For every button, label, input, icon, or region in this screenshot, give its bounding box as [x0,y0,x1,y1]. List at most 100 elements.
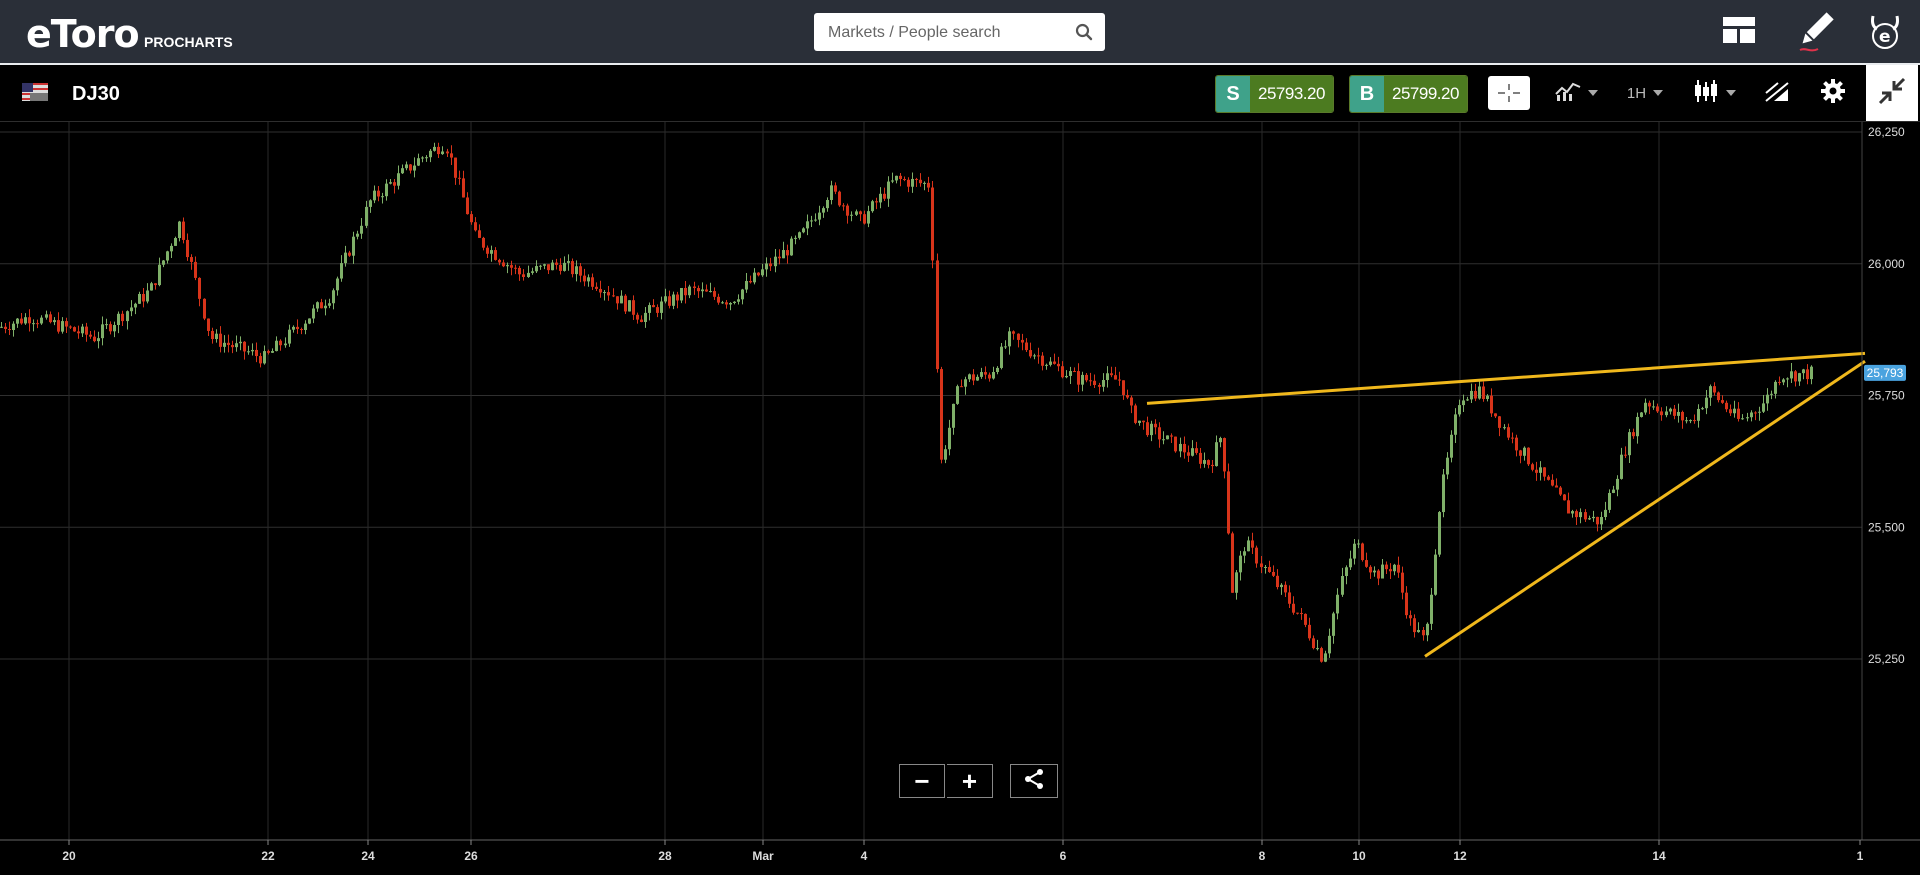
candle-body [1527,447,1530,465]
candle-body [640,319,643,322]
share-button[interactable] [1010,764,1058,798]
candle-body [1057,363,1060,367]
candle-body [1417,629,1420,633]
candle-body [1324,653,1327,662]
candle-body [656,307,659,313]
zoom-out-button[interactable]: − [899,764,945,798]
sell-tag: S [1216,76,1250,112]
candle-body [1531,464,1534,470]
candle-body [952,403,955,428]
candle-body [867,211,870,224]
candle-body [603,292,606,294]
search-icon[interactable] [1075,23,1093,46]
trendline[interactable] [1424,359,1866,658]
settings-button[interactable] [1816,65,1850,121]
candle-body [344,252,347,264]
candle-body [1114,375,1117,380]
candle-body [980,372,983,377]
zoom-in-button[interactable]: + [947,764,993,798]
candle-body [1336,594,1339,614]
candle-body [992,372,995,379]
candle-body [369,200,372,207]
pencil-icon[interactable] [1796,12,1836,59]
candle-body [717,296,720,303]
candle-body [1462,400,1465,406]
candle-body [235,343,238,348]
candle-body [1677,411,1680,416]
candle-body [1296,612,1299,614]
buy-button[interactable]: B 25799.20 [1349,75,1468,113]
candle-body [616,296,619,304]
candle-body [1766,394,1769,404]
buy-tag: B [1350,76,1384,112]
search-input[interactable] [814,13,1080,53]
candle-body [336,278,339,291]
candle-body [211,330,214,340]
candle-body [1146,422,1149,436]
candle-body [701,289,704,292]
candle-body [875,201,878,203]
candle-body [1547,476,1550,480]
candle-body [1215,442,1218,467]
candle-body [1061,366,1064,378]
price-tick-label: 26,000 [1868,257,1905,271]
trendlines[interactable] [1146,351,1866,658]
chart-toolbar: DJ30 S 25793.20 B 25799.20 1H [0,65,1920,122]
candle-body [676,294,679,301]
layout-icon[interactable] [1722,16,1756,49]
drawing-tools-button[interactable] [1760,65,1794,121]
candle-body [972,374,975,381]
candle-body [628,300,631,312]
candle-body [308,318,311,324]
candle-body [1260,563,1263,568]
candle-body [279,340,282,346]
candle-body [547,264,550,271]
candle-body [1685,420,1688,422]
candle-body [1563,494,1566,501]
candle-body [81,326,84,334]
etoro-bull-icon[interactable]: e [1868,12,1902,55]
minus-icon: − [914,765,930,796]
candle-body [1341,576,1344,595]
candle-body [1733,408,1736,414]
timeframe-selector[interactable]: 1H [1620,65,1670,121]
candle-body [624,295,627,312]
candle-body [109,324,112,332]
candle-body [1138,420,1141,423]
candle-body [883,193,886,199]
indicators-button[interactable] [1550,65,1602,121]
candle-body [1187,452,1190,456]
candle-body [1098,385,1101,387]
candle-body [1717,392,1720,401]
candle-body [826,200,829,209]
candle-body [1426,623,1429,636]
candle-body [1049,361,1052,365]
candle-body [1272,571,1275,576]
crosshair-button[interactable] [1487,65,1531,121]
candle-body [1596,516,1599,525]
sell-button[interactable]: S 25793.20 [1215,75,1334,113]
price-tick-label: 25,750 [1868,389,1905,403]
time-tick-label: 8 [1259,849,1266,863]
candle-body [1102,380,1105,387]
search-box[interactable] [814,13,1105,53]
chart-type-button[interactable] [1688,65,1740,121]
candle-body [1369,566,1372,573]
candle-body [798,232,801,238]
candle-body [312,308,315,319]
price-chart[interactable]: 26,250 26,000 25,750 25,500 25,250 20 22 24 26 2… [0,122,1920,870]
candle-body [956,386,959,404]
collapse-button[interactable] [1866,65,1918,121]
trendline[interactable] [1146,351,1866,405]
candle-body [1365,560,1368,567]
candle-body [373,190,376,201]
candle-body [1300,613,1303,615]
candle-body [879,193,882,203]
candle-body [927,182,930,188]
candle-body [790,238,793,256]
candle-body [1442,474,1445,513]
candle-body [697,288,700,292]
candle-body [429,150,432,158]
candle-body [61,321,64,332]
